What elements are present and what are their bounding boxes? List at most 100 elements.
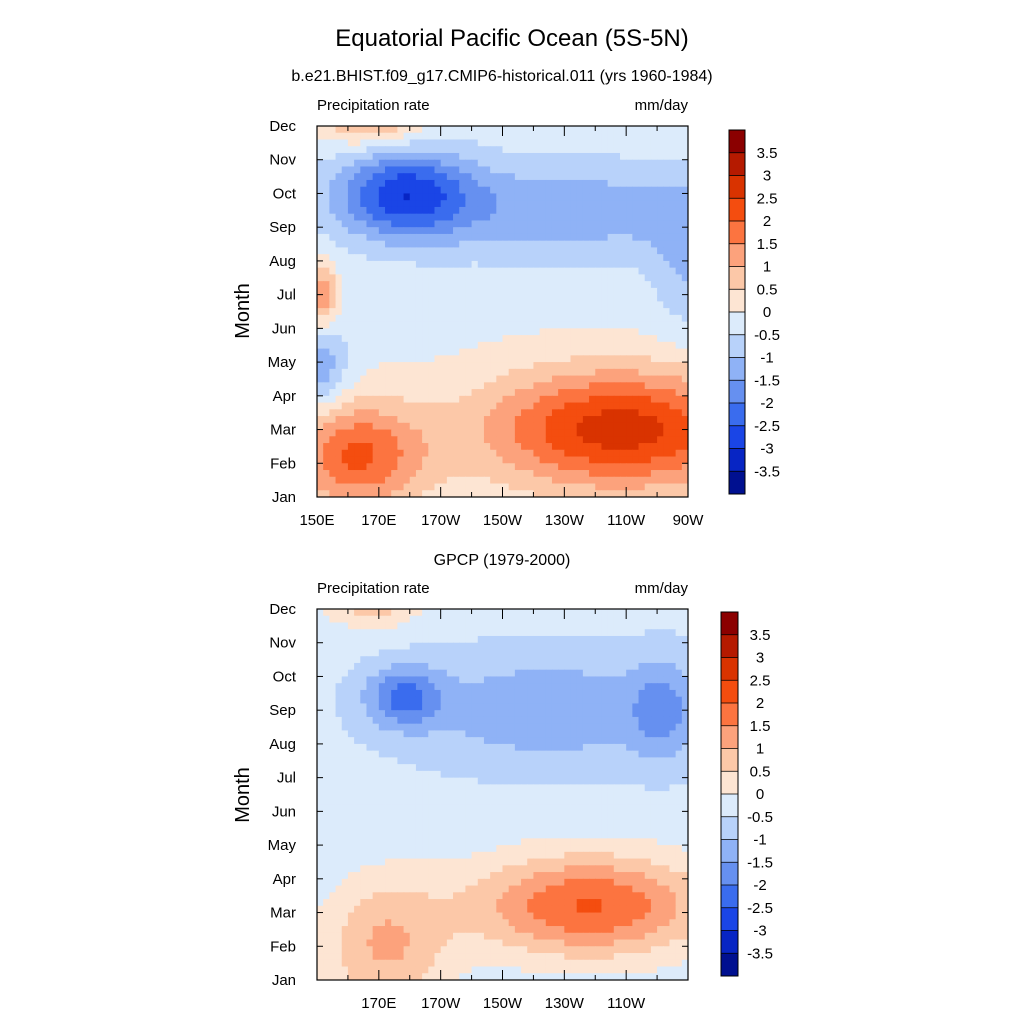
heat-cell	[675, 389, 683, 397]
heat-cell	[347, 395, 355, 404]
heat-cell	[533, 240, 541, 249]
heat-cell	[477, 635, 485, 644]
heat-cell	[527, 490, 535, 497]
heat-cell	[533, 476, 541, 485]
heat-cell	[354, 281, 361, 289]
heat-cell	[471, 139, 479, 147]
heat-cell	[657, 294, 664, 302]
heat-cell	[440, 294, 448, 302]
heat-cell	[446, 443, 454, 451]
heat-cell	[632, 743, 640, 752]
heat-cell	[663, 669, 671, 678]
heat-cell	[366, 622, 374, 630]
heat-cell	[372, 676, 380, 684]
heat-cell	[397, 260, 405, 269]
heat-cell	[576, 483, 584, 491]
heat-cell	[323, 314, 330, 323]
heat-cell	[502, 456, 510, 464]
heat-cell	[354, 409, 361, 417]
heat-cell	[551, 287, 559, 296]
heat-cell	[589, 656, 596, 664]
heat-cell	[607, 126, 615, 134]
heat-cell	[391, 146, 398, 154]
heat-cell	[681, 294, 688, 302]
heat-cell	[428, 166, 436, 174]
heat-cell	[440, 152, 448, 161]
heat-cell	[632, 683, 640, 691]
heat-cell	[650, 146, 658, 154]
heat-cell	[613, 669, 621, 678]
heat-cell	[582, 483, 590, 491]
heat-cell	[545, 247, 553, 255]
heat-cell	[434, 622, 442, 630]
heat-cell	[335, 696, 343, 705]
heat-cell	[496, 669, 504, 678]
heat-cell	[434, 227, 442, 235]
heat-cell	[644, 669, 652, 678]
heat-cell	[514, 240, 522, 249]
heat-cell	[347, 126, 355, 134]
heat-cell	[391, 609, 398, 617]
heat-cell	[360, 267, 368, 275]
heat-cell	[360, 750, 368, 758]
heat-cell	[545, 206, 553, 215]
heat-cell	[378, 716, 386, 725]
heat-cell	[669, 662, 677, 671]
heat-cell	[372, 656, 380, 664]
heat-cell	[576, 308, 584, 316]
heat-cell	[533, 328, 541, 336]
heat-cell	[626, 287, 633, 296]
heat-cell	[601, 696, 609, 705]
heat-cell	[545, 375, 553, 383]
heat-cell	[533, 294, 541, 302]
heat-cell	[403, 395, 411, 404]
heat-cell	[626, 382, 633, 390]
heat-cell	[453, 395, 460, 404]
heat-cell	[496, 743, 504, 752]
heat-cell	[607, 146, 615, 154]
heat-cell	[471, 483, 479, 491]
heat-cell	[422, 126, 429, 134]
heat-cell	[422, 436, 429, 444]
heat-cell	[595, 152, 603, 161]
heat-cell	[397, 308, 405, 316]
heat-cell	[453, 689, 460, 698]
heat-cell	[681, 206, 688, 215]
heat-cell	[619, 260, 627, 269]
heat-cell	[422, 348, 429, 356]
heat-cell	[453, 436, 460, 444]
heat-cell	[477, 173, 485, 181]
heat-cell	[675, 233, 683, 242]
heat-cell	[422, 622, 429, 630]
heat-cell	[385, 683, 392, 691]
heat-cell	[490, 166, 497, 174]
heat-cell	[354, 287, 361, 296]
heat-cell	[323, 764, 330, 772]
heat-cell	[496, 409, 504, 417]
heat-cell	[335, 669, 343, 678]
heat-cell	[323, 254, 330, 262]
heat-cell	[415, 490, 423, 497]
heat-cell	[619, 662, 627, 671]
heat-cell	[595, 294, 603, 302]
heat-cell	[428, 173, 436, 181]
heat-cell	[533, 642, 541, 651]
heat-cell	[657, 676, 664, 684]
heat-cell	[521, 730, 528, 738]
heat-cell	[681, 642, 688, 651]
heat-cell	[317, 737, 324, 745]
heat-cell	[409, 308, 417, 316]
heat-cell	[335, 314, 343, 323]
heat-cell	[681, 341, 688, 350]
heat-cell	[669, 710, 677, 718]
heat-cell	[589, 382, 596, 390]
heat-cell	[595, 260, 603, 269]
heat-cell	[613, 382, 621, 390]
heat-cell	[323, 737, 330, 745]
heat-cell	[681, 770, 688, 779]
heat-cell	[564, 314, 572, 323]
heat-cell	[354, 382, 361, 390]
heat-cell	[576, 622, 584, 630]
heat-cell	[558, 443, 565, 451]
heat-cell	[347, 429, 355, 437]
